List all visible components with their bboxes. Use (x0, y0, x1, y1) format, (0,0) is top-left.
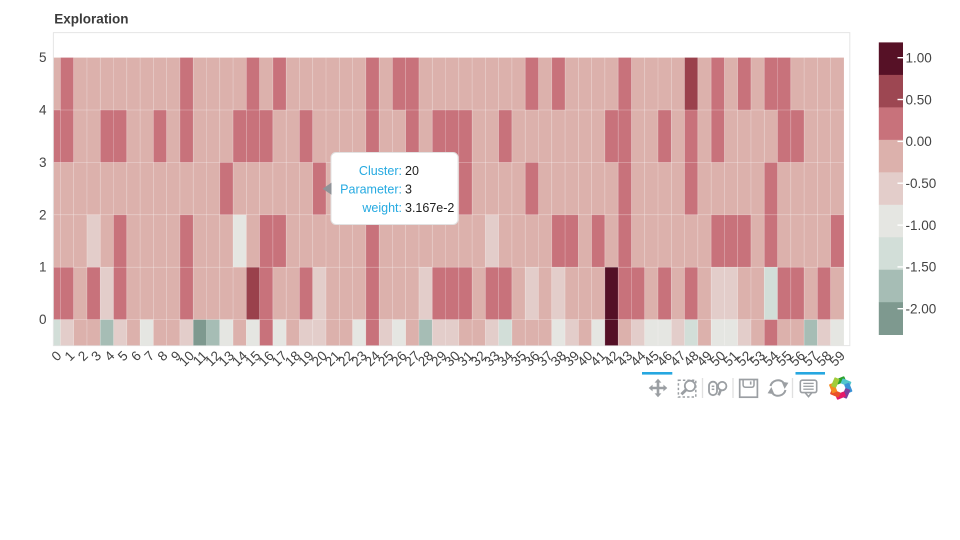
svg-text:-1.50: -1.50 (906, 260, 937, 275)
svg-text:weight:: weight: (361, 201, 402, 215)
svg-text:1: 1 (39, 260, 47, 275)
svg-text:3.167e-2: 3.167e-2 (405, 201, 454, 215)
svg-text:1.00: 1.00 (906, 51, 932, 66)
svg-text:0.00: 0.00 (906, 134, 932, 149)
svg-text:Parameter:: Parameter: (340, 182, 402, 196)
svg-text:Cluster:: Cluster: (359, 164, 402, 178)
svg-text:20: 20 (405, 164, 419, 178)
svg-text:5: 5 (39, 50, 47, 65)
svg-text:0: 0 (39, 312, 47, 327)
svg-text:2: 2 (39, 207, 47, 222)
svg-text:Exploration: Exploration (54, 12, 128, 27)
svg-text:-2.00: -2.00 (906, 302, 937, 317)
svg-text:4: 4 (39, 103, 47, 118)
svg-text:-1.00: -1.00 (906, 218, 937, 233)
svg-text:3: 3 (39, 155, 47, 170)
svg-text:3: 3 (405, 182, 412, 196)
svg-text:-0.50: -0.50 (906, 176, 937, 191)
svg-text:0.50: 0.50 (906, 92, 932, 107)
